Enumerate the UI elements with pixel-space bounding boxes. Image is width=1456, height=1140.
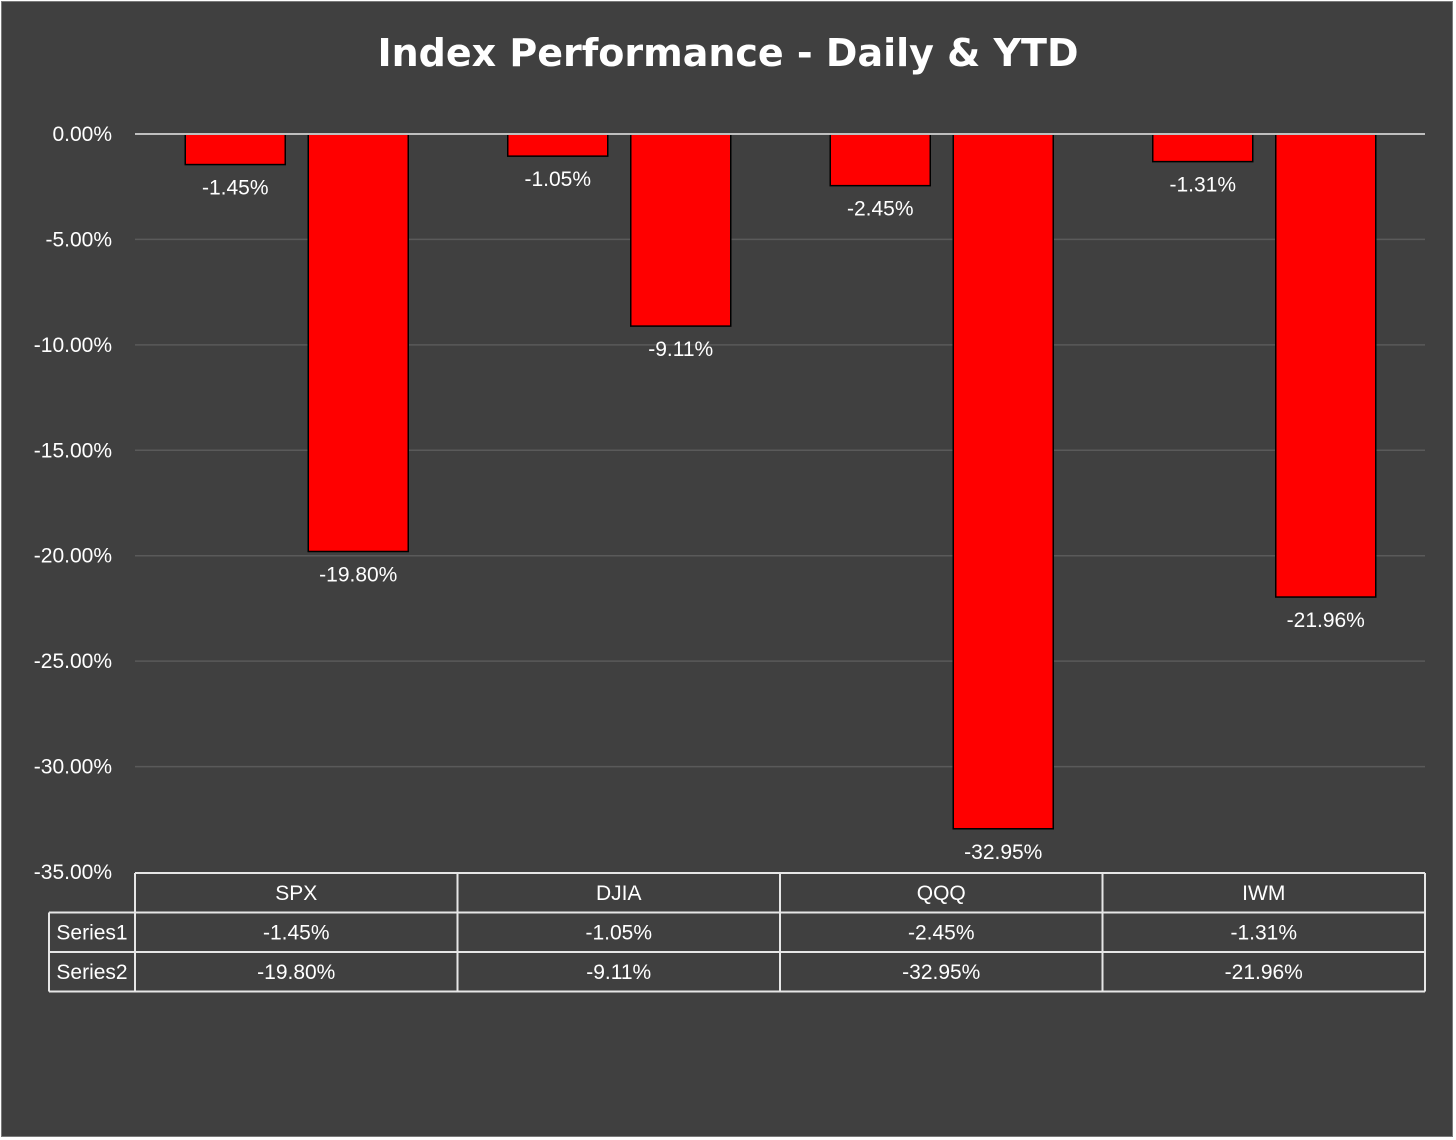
y-tick-label: -30.00% [34,756,112,779]
table-cell: -9.11% [586,961,651,984]
y-tick-label: -25.00% [34,650,112,673]
table-cell: -1.05% [585,921,652,944]
data-label: -19.80% [319,563,397,586]
bar [829,133,931,187]
bars [184,133,1377,830]
bar [630,133,732,327]
category-label: QQQ [917,882,966,905]
y-tick-label: -35.00% [34,861,112,884]
category-label: IWM [1242,882,1285,905]
y-axis-ticks: 0.00% -5.00% -10.00% -15.00% -20.00% -25.00% -… [34,123,112,884]
table-cell: -21.96% [1225,961,1303,984]
y-tick-label: 0.00% [52,123,112,146]
data-label: -1.05% [524,168,591,191]
y-tick-label: -10.00% [34,334,112,357]
data-label: -2.45% [847,198,914,221]
table-cell: -1.45% [263,921,330,944]
bar [507,133,609,157]
data-label: -1.45% [202,177,269,200]
y-tick-label: -15.00% [34,439,112,462]
table-cell: -1.31% [1230,921,1297,944]
bar [1275,133,1377,598]
bar [307,133,409,553]
table-cell: -32.95% [902,961,980,984]
series-name: Series1 [56,921,127,944]
bar [184,133,286,166]
data-label: -32.95% [964,841,1042,864]
table-cell: -19.80% [257,961,335,984]
category-label: DJIA [596,882,642,905]
data-label: -1.31% [1169,174,1236,197]
chart-title: Index Performance - Daily & YTD [377,31,1078,75]
data-table: SPX DJIA QQQ IWM Series1 -1.45% -1.05% -2.45% -1… [48,872,1426,993]
bar [952,133,1054,830]
data-label: -9.11% [648,338,713,361]
data-labels: -1.45% -1.05% -2.45% -1.31% -19.80% -9.11% -32… [202,168,1365,864]
bar [1152,133,1254,163]
y-tick-label: -5.00% [45,228,112,251]
table-cell: -2.45% [908,921,975,944]
y-tick-label: -20.00% [34,545,112,568]
category-label: SPX [275,882,317,905]
series-name: Series2 [56,961,127,984]
data-label: -21.96% [1287,609,1365,632]
